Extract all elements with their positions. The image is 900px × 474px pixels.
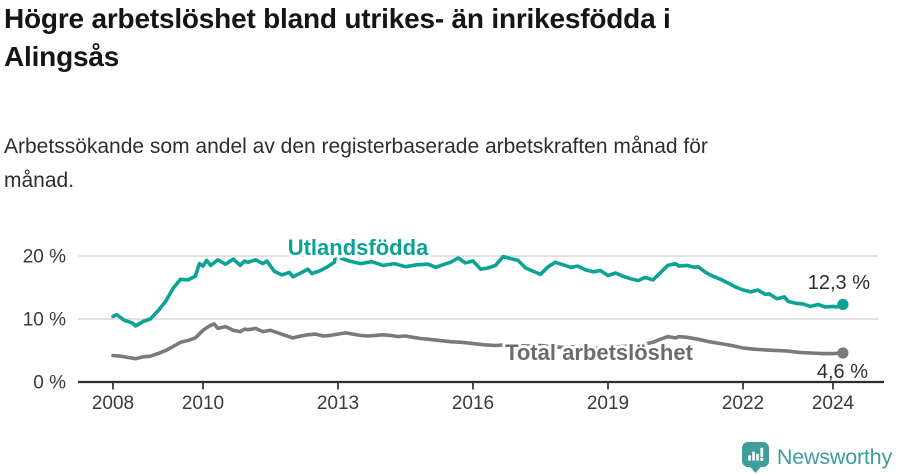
y-tick-label: 20 %: [23, 247, 66, 268]
y-tick-label: 0 %: [33, 373, 66, 394]
series-end-dot: [837, 298, 849, 311]
chart-subtitle-line-2: månad.: [4, 169, 75, 192]
series-label: Total arbetslöshet: [505, 340, 694, 365]
newsworthy-bubble-chart-icon: [741, 441, 769, 473]
series-end-dot: [837, 347, 849, 359]
newsworthy-logo: Newsworthy: [741, 441, 892, 473]
chart-title: Högre arbetslöshet bland utrikes- än inr…: [4, 0, 804, 76]
series-end-label: 4,6 %: [817, 361, 868, 383]
series-label: Utlandsfödda: [288, 235, 429, 260]
y-tick-label: 10 %: [23, 310, 66, 331]
x-tick-label: 2019: [587, 393, 629, 414]
newsworthy-brand-text: Newsworthy: [776, 444, 892, 469]
series-line: [111, 322, 845, 361]
x-tick-label: 2016: [452, 393, 494, 414]
x-tick-label: 2022: [722, 393, 764, 414]
chart-title-line-1: Högre arbetslöshet bland utrikes- än inr…: [4, 3, 671, 34]
x-tick-label: 2010: [182, 393, 224, 414]
chart-subtitle: Arbetssökande som andel av den registerb…: [4, 130, 844, 198]
chart-subtitle-line-1: Arbetssökande som andel av den registerb…: [4, 135, 708, 158]
x-tick-label: 2024: [812, 393, 855, 414]
x-tick-label: 2008: [92, 393, 134, 414]
series-line: [111, 239, 845, 328]
chart-title-line-2: Alingsås: [4, 41, 120, 72]
x-tick-label: 2013: [317, 393, 359, 414]
series-end-label: 12,3 %: [808, 272, 870, 294]
